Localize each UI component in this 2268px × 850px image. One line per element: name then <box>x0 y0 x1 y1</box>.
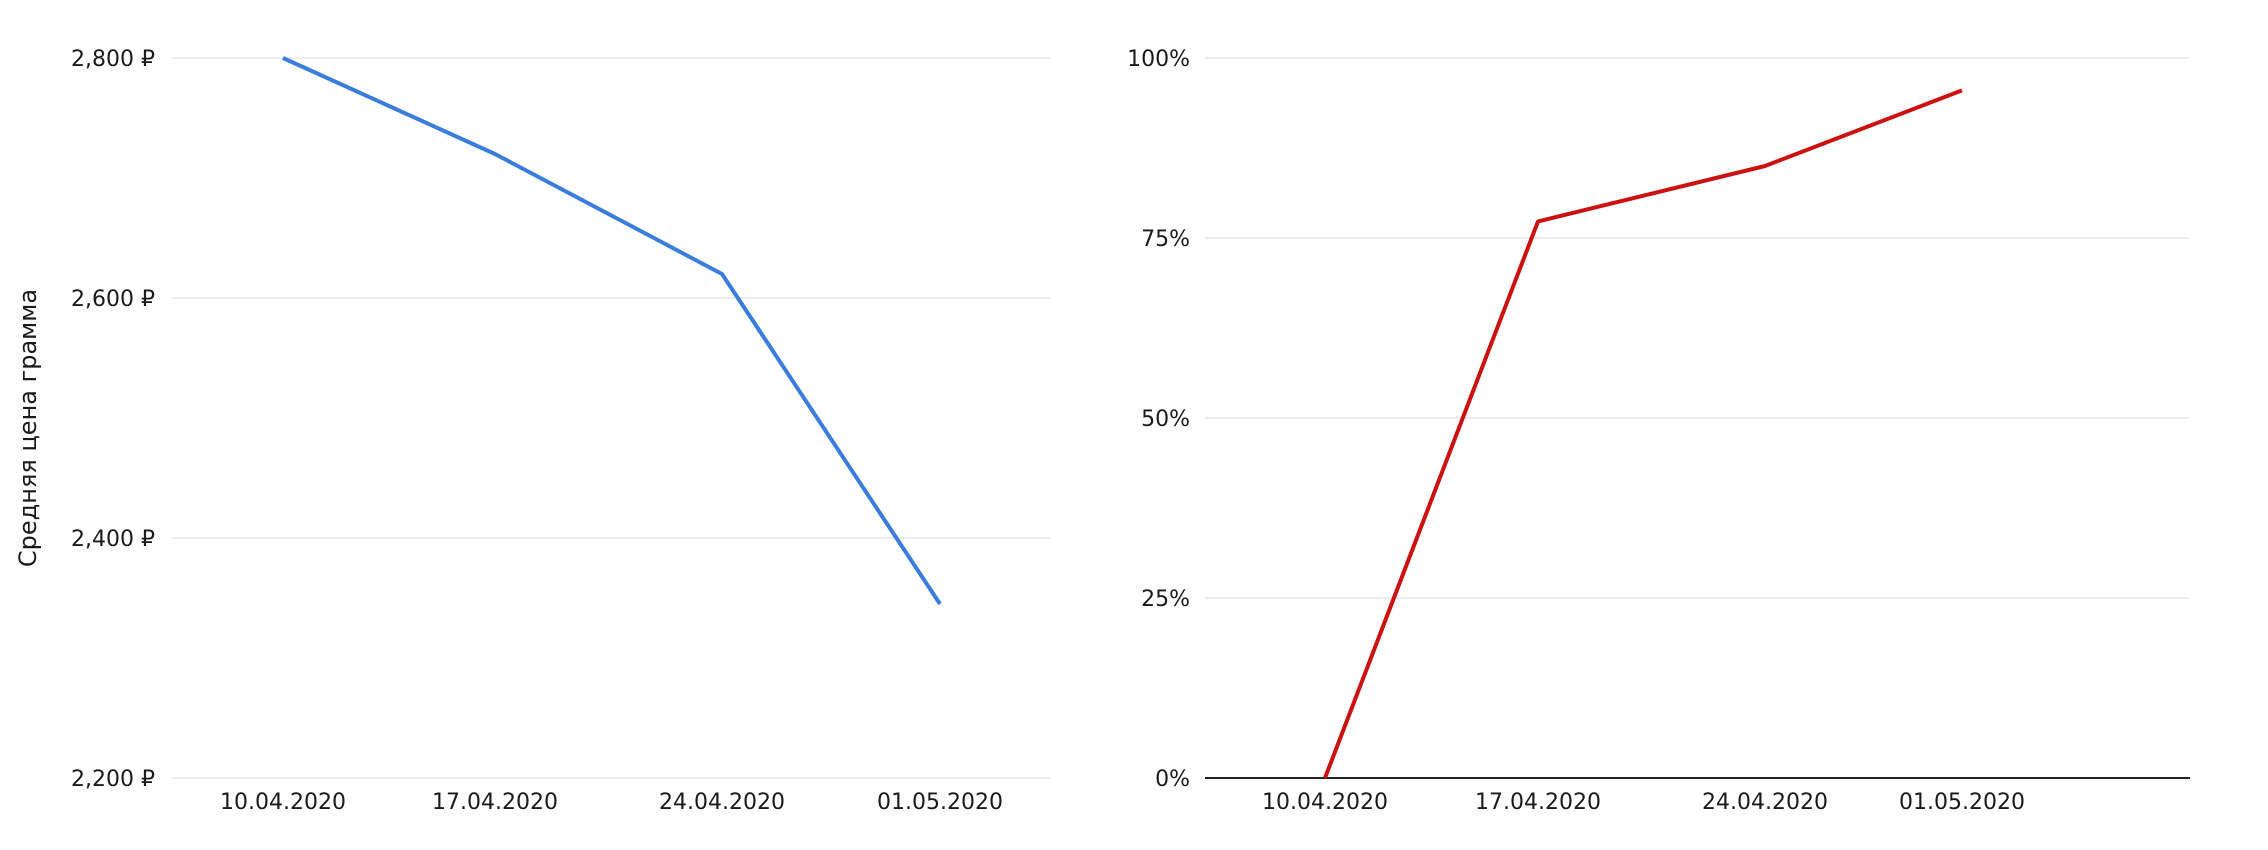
percent-chart: 0% 25% 50% 75% 100% 10.04.2020 17.04.2020 24.04… <box>1127 47 2190 815</box>
price-y-tick-label: 2,200 ₽ <box>71 767 155 792</box>
percent-y-tick-label: 0% <box>1155 767 1190 792</box>
price-y-tick-label: 2,600 ₽ <box>71 287 155 312</box>
price-series-line <box>282 56 942 606</box>
price-x-tick-label: 24.04.2020 <box>659 790 785 815</box>
percent-x-tick-label: 24.04.2020 <box>1702 790 1828 815</box>
percent-y-tick-label: 100% <box>1127 47 1190 72</box>
price-y-tick-label: 2,400 ₽ <box>71 527 155 552</box>
percent-series-line <box>1323 88 1963 779</box>
percent-x-tick-label: 01.05.2020 <box>1899 790 2025 815</box>
price-y-axis-label: Средняя цена грамма <box>14 289 42 567</box>
percent-y-tick-label: 50% <box>1141 407 1190 432</box>
percent-y-tick-label: 75% <box>1141 227 1190 252</box>
percent-y-tick-label: 25% <box>1141 587 1190 612</box>
price-x-tick-label: 17.04.2020 <box>432 790 558 815</box>
price-chart: Средняя цена грамма 2,200 ₽ 2,400 ₽ 2,600 … <box>14 47 1050 815</box>
price-x-tick-label: 01.05.2020 <box>877 790 1003 815</box>
price-x-tick-label: 10.04.2020 <box>220 790 346 815</box>
price-y-tick-label: 2,800 ₽ <box>71 47 155 72</box>
percent-x-tick-label: 17.04.2020 <box>1475 790 1601 815</box>
percent-x-tick-label: 10.04.2020 <box>1262 790 1388 815</box>
